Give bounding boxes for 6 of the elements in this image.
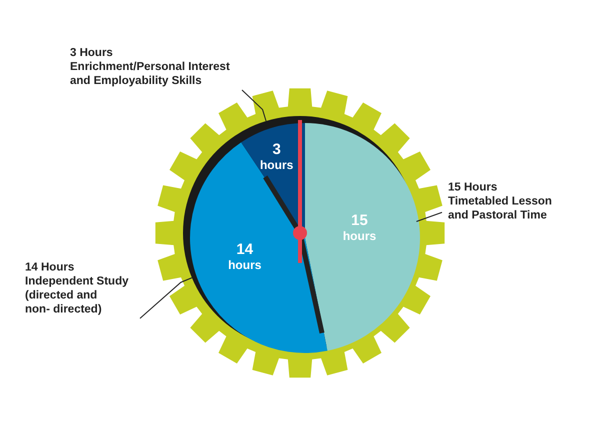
data-label: 14 hours <box>228 240 262 272</box>
data-label: 15 hours <box>342 212 376 244</box>
slice-label: 3 Hours Enrichment/Personal Interest and Employability Skills <box>70 47 230 87</box>
slice-label: 14 Hours Independent Study (directed and non- directed) <box>25 261 130 316</box>
data-label: 3 hours <box>260 140 294 172</box>
slice-label: 15 Hours Timetabled Lesson and Pastoral Time <box>448 181 552 222</box>
